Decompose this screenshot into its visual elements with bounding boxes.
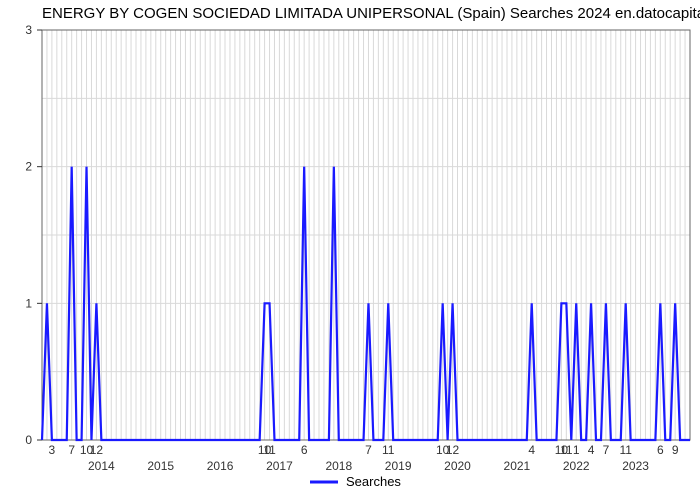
x-month-label: 12 [90, 443, 104, 457]
x-month-label: 9 [672, 443, 679, 457]
x-year-label: 2016 [207, 459, 234, 473]
x-month-label: 7 [603, 443, 610, 457]
x-year-label: 2015 [147, 459, 174, 473]
legend-label: Searches [346, 474, 401, 489]
x-year-label: 2014 [88, 459, 115, 473]
y-tick-label: 1 [25, 296, 32, 310]
x-year-label: 2023 [622, 459, 649, 473]
x-year-label: 2021 [504, 459, 531, 473]
x-month-label: 1 [573, 443, 580, 457]
x-month-label: 4 [528, 443, 535, 457]
y-tick-label: 3 [25, 23, 32, 37]
x-month-label: 7 [68, 443, 75, 457]
x-month-label: 6 [657, 443, 664, 457]
chart-svg: ENERGY BY COGEN SOCIEDAD LIMITADA UNIPER… [0, 0, 700, 500]
x-year-label: 2020 [444, 459, 471, 473]
chart-title: ENERGY BY COGEN SOCIEDAD LIMITADA UNIPER… [42, 5, 700, 22]
x-year-label: 2022 [563, 459, 590, 473]
search-chart: ENERGY BY COGEN SOCIEDAD LIMITADA UNIPER… [0, 0, 700, 500]
x-year-label: 2019 [385, 459, 412, 473]
x-month-label: 4 [588, 443, 595, 457]
x-month-label: 3 [49, 443, 56, 457]
x-month-label: 12 [446, 443, 460, 457]
y-tick-label: 2 [25, 160, 32, 174]
x-month-label: 11 [263, 443, 276, 457]
x-month-label: 11 [560, 443, 573, 457]
x-month-label: 11 [382, 443, 395, 457]
x-year-label: 2018 [325, 459, 352, 473]
y-tick-label: 0 [25, 433, 32, 447]
x-month-label: 11 [619, 443, 632, 457]
x-month-label: 6 [301, 443, 308, 457]
x-year-label: 2017 [266, 459, 293, 473]
x-month-label: 7 [365, 443, 372, 457]
